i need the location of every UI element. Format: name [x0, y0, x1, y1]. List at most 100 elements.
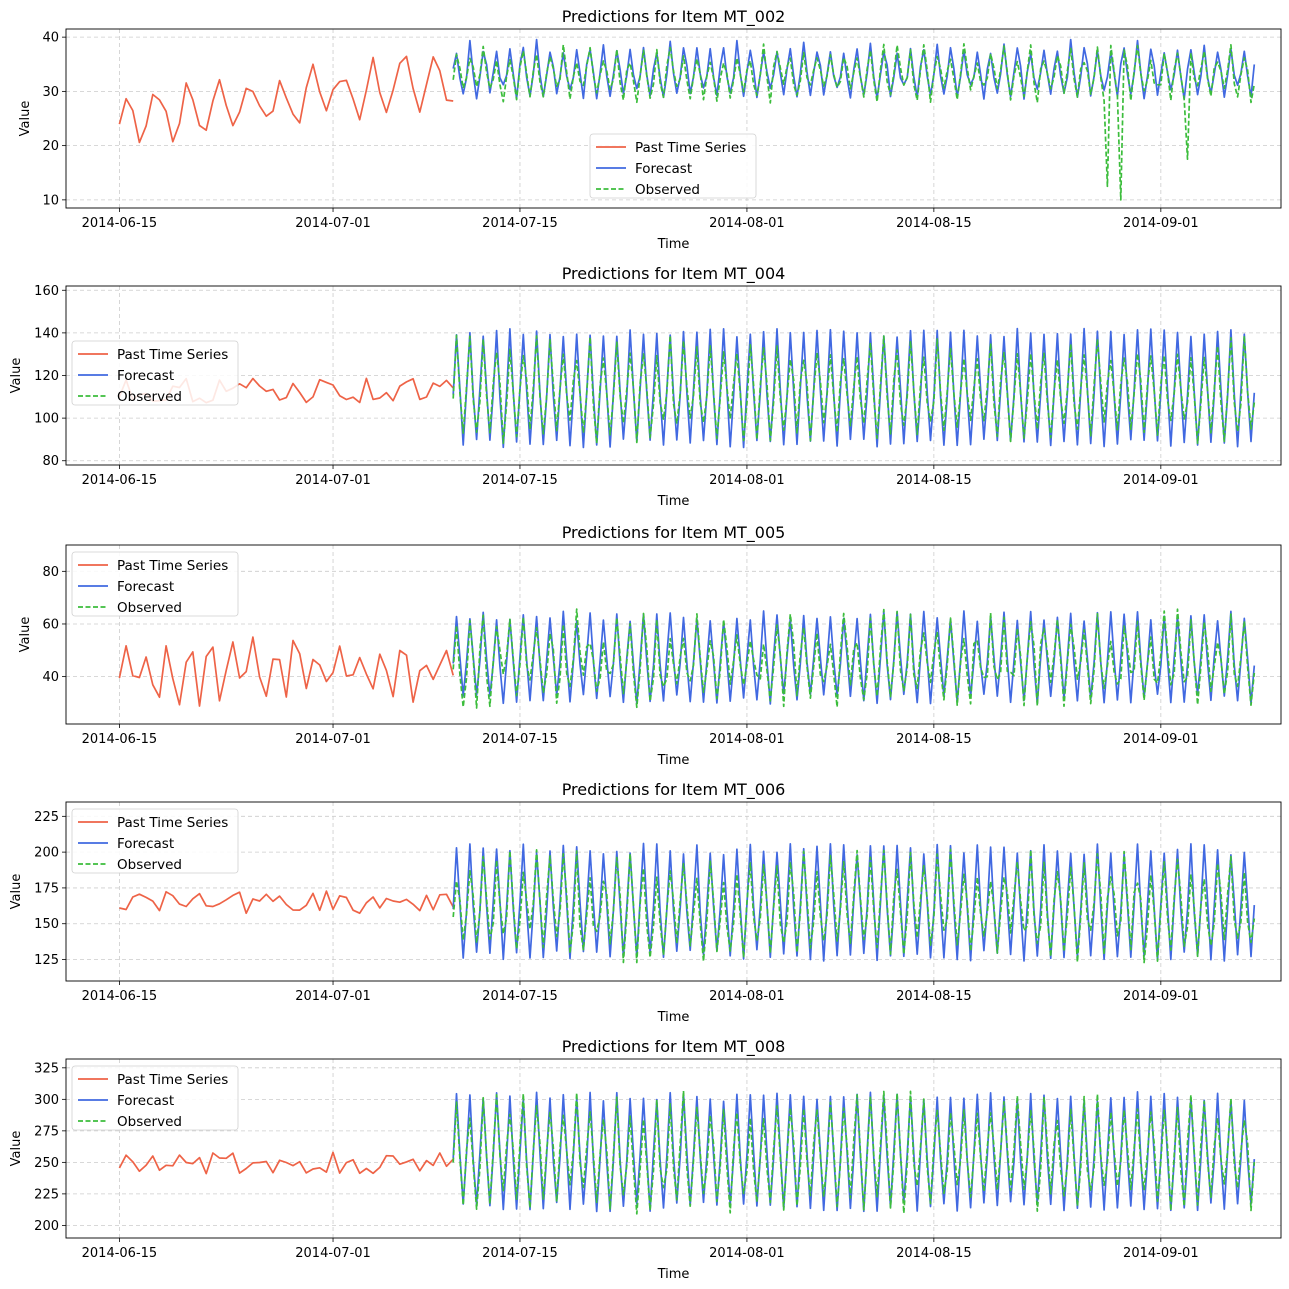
x-tick-label: 2014-09-01 [1123, 473, 1199, 488]
series-group [118, 327, 1256, 449]
y-tick-label: 40 [42, 31, 59, 46]
y-tick-label: 225 [34, 1187, 59, 1202]
x-axis-label: Time [657, 1267, 690, 1282]
chart-title: Predictions for Item MT_005 [562, 523, 786, 543]
chart-panel-5: Predictions for Item MT_008 2014-06-15 201… [9, 1037, 1282, 1282]
legend: Past Time Series Forecast Observed [71, 551, 239, 617]
chart-title: Predictions for Item MT_004 [562, 264, 786, 284]
series-observed-line [452, 334, 1256, 445]
x-tick-label: 2014-06-15 [82, 216, 158, 231]
legend-label-observed: Observed [117, 389, 182, 405]
plot-frame [65, 801, 1282, 982]
chart-title: Predictions for Item MT_008 [562, 1037, 786, 1057]
legend-box [589, 133, 757, 199]
x-axis-label: Time [657, 753, 690, 768]
plot-frame [65, 28, 1282, 209]
x-tick-label: 2014-06-15 [82, 1246, 158, 1261]
series-group [118, 1090, 1256, 1215]
y-axis-label: Value [18, 617, 33, 653]
x-tick-label: 2014-07-01 [295, 732, 371, 747]
y-tick-label: 150 [34, 917, 59, 932]
plot-frame [65, 285, 1282, 466]
x-tick-label: 2014-07-15 [482, 1246, 558, 1261]
x-axis-label: Time [657, 494, 690, 509]
y-tick-label: 250 [34, 1156, 59, 1171]
x-tick-label: 2014-09-01 [1123, 732, 1199, 747]
series-past-line [118, 55, 454, 144]
legend: Past Time Series Forecast Observed [589, 133, 757, 199]
y-tick-label: 120 [34, 369, 59, 384]
chart-title: Predictions for Item MT_002 [562, 7, 786, 27]
legend-label-forecast: Forecast [117, 836, 174, 852]
x-tick-label: 2014-08-15 [896, 732, 972, 747]
series-observed-line [452, 1090, 1256, 1215]
legend-label-past: Past Time Series [117, 815, 228, 831]
series-past-line [118, 636, 455, 707]
x-axis-label: Time [657, 1010, 690, 1025]
x-tick-label: 2014-07-01 [295, 989, 371, 1004]
x-tick-label: 2014-07-01 [295, 1246, 371, 1261]
chart-panel-2: Predictions for Item MT_004 2014-06-15 201… [9, 264, 1282, 509]
legend: Past Time Series Forecast Observed [71, 1065, 239, 1131]
legend-label-forecast: Forecast [117, 368, 174, 384]
y-tick-label: 80 [42, 454, 59, 469]
y-tick-label: 200 [34, 846, 59, 861]
y-tick-label: 40 [42, 670, 59, 685]
x-tick-label: 2014-09-01 [1123, 216, 1199, 231]
x-tick-label: 2014-07-15 [482, 216, 558, 231]
legend-label-observed: Observed [117, 600, 182, 616]
legend-label-past: Past Time Series [635, 140, 746, 156]
x-axis-label: Time [657, 237, 690, 252]
y-tick-label: 140 [34, 326, 59, 341]
series-observed-line [452, 43, 1256, 201]
legend-label-past: Past Time Series [117, 558, 228, 574]
y-tick-label: 30 [42, 85, 59, 100]
plot-frame [65, 544, 1282, 725]
x-tick-label: 2014-06-15 [82, 473, 158, 488]
y-tick-label: 200 [34, 1219, 59, 1234]
x-tick-label: 2014-07-01 [295, 473, 371, 488]
y-tick-label: 160 [34, 284, 59, 299]
y-tick-label: 300 [34, 1093, 59, 1108]
x-tick-label: 2014-08-01 [709, 1246, 785, 1261]
legend-label-forecast: Forecast [117, 579, 174, 595]
legend-box [71, 551, 239, 617]
x-tick-label: 2014-09-01 [1123, 989, 1199, 1004]
y-tick-label: 60 [42, 617, 59, 632]
plot-frame [65, 1058, 1282, 1239]
legend-label-past: Past Time Series [117, 347, 228, 363]
y-tick-label: 275 [34, 1124, 59, 1139]
x-tick-label: 2014-07-15 [482, 732, 558, 747]
series-group [118, 608, 1256, 709]
legend-label-observed: Observed [117, 857, 182, 873]
series-past-line [119, 890, 454, 915]
x-tick-label: 2014-08-01 [709, 989, 785, 1004]
legend: Past Time Series Forecast Observed [71, 340, 239, 406]
legend-label-past: Past Time Series [117, 1072, 228, 1088]
series-group [119, 842, 1256, 964]
x-tick-label: 2014-07-01 [295, 216, 371, 231]
y-tick-label: 100 [34, 412, 59, 427]
legend-label-forecast: Forecast [635, 161, 692, 177]
y-tick-label: 10 [42, 193, 59, 208]
y-axis-label: Value [18, 101, 33, 137]
y-axis-label: Value [9, 874, 24, 910]
series-observed-line [452, 848, 1256, 964]
series-forecast-line [452, 1090, 1256, 1213]
x-tick-label: 2014-08-01 [709, 216, 785, 231]
x-tick-label: 2014-09-01 [1123, 1246, 1199, 1261]
series-group [118, 38, 1256, 201]
chart-panel-3: Predictions for Item MT_005 2014-06-15 201… [18, 523, 1282, 768]
y-tick-label: 225 [34, 810, 59, 825]
y-axis-label: Value [9, 1131, 24, 1167]
legend-box [71, 1065, 239, 1131]
legend-box [71, 340, 239, 406]
x-tick-label: 2014-08-15 [896, 1246, 972, 1261]
x-tick-label: 2014-07-15 [482, 989, 558, 1004]
y-tick-label: 20 [42, 139, 59, 154]
x-tick-label: 2014-08-15 [896, 216, 972, 231]
legend-label-observed: Observed [635, 182, 700, 198]
series-observed-line [452, 608, 1256, 709]
